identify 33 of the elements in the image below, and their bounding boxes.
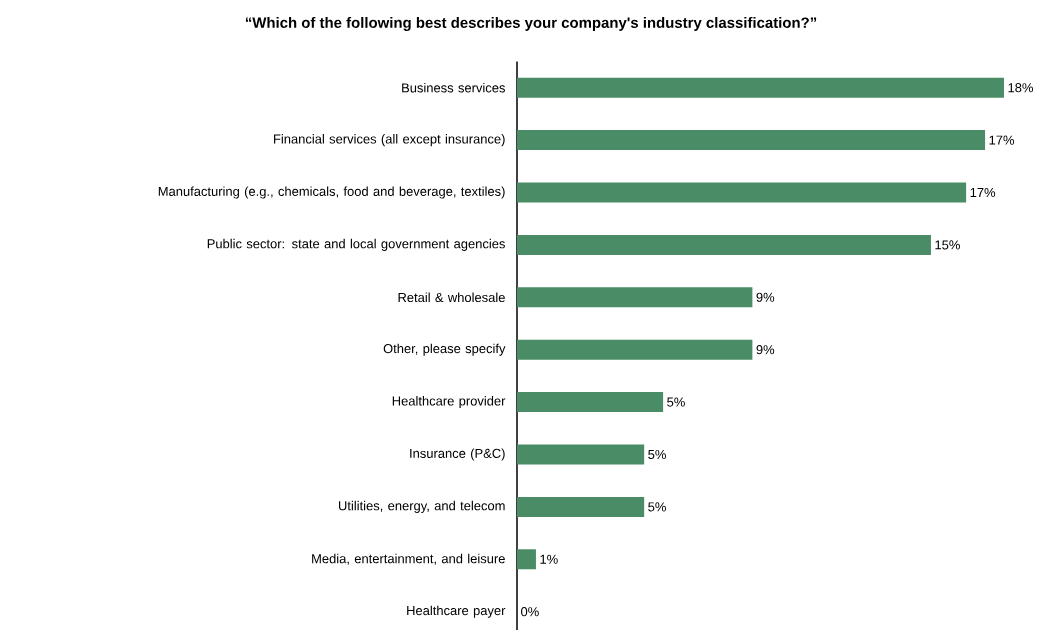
- data-label: 18%: [1008, 83, 1033, 93]
- y-tick-label: Media, entertainment, and leisure: [312, 553, 505, 565]
- bar: [517, 549, 536, 570]
- y-tick-label: Utilities, energy, and telecom: [338, 500, 505, 513]
- data-label: 1%: [540, 554, 558, 564]
- bar: [517, 339, 753, 360]
- bar: [517, 130, 986, 151]
- bar: [517, 182, 967, 203]
- bar: [517, 234, 931, 255]
- bar: [517, 287, 753, 308]
- bar: [517, 392, 664, 413]
- bar: [517, 444, 645, 465]
- data-label: 17%: [989, 135, 1015, 145]
- y-tick-label: Retail & wholesale: [398, 292, 505, 303]
- data-label: 0%: [521, 607, 539, 617]
- data-label: 9%: [756, 345, 775, 355]
- data-label: 9%: [756, 292, 775, 302]
- y-tick-label: Healthcare provider: [392, 396, 506, 409]
- y-tick-label: Financial services (all except insurance): [274, 134, 505, 147]
- chart-title: “Which of the following best describes your company's industry classification?”: [245, 16, 817, 31]
- y-tick-label: Business services: [402, 82, 505, 93]
- y-tick-label: Insurance (P&C): [410, 448, 505, 461]
- data-label: 5%: [648, 502, 666, 512]
- data-label: 5%: [648, 449, 666, 460]
- data-label: 5%: [667, 397, 685, 407]
- y-tick-label: Public sector: state and local government agencies: [207, 238, 505, 251]
- data-label: 15%: [935, 240, 960, 250]
- y-tick-label: Manufacturing (e.g., chemicals, food and beverage, textiles): [158, 186, 505, 199]
- bar: [517, 496, 645, 517]
- y-tick-label: Other, please specify: [383, 343, 506, 356]
- bar: [517, 77, 1004, 98]
- data-label: 17%: [970, 187, 996, 198]
- y-tick-label: Healthcare payer: [407, 605, 506, 618]
